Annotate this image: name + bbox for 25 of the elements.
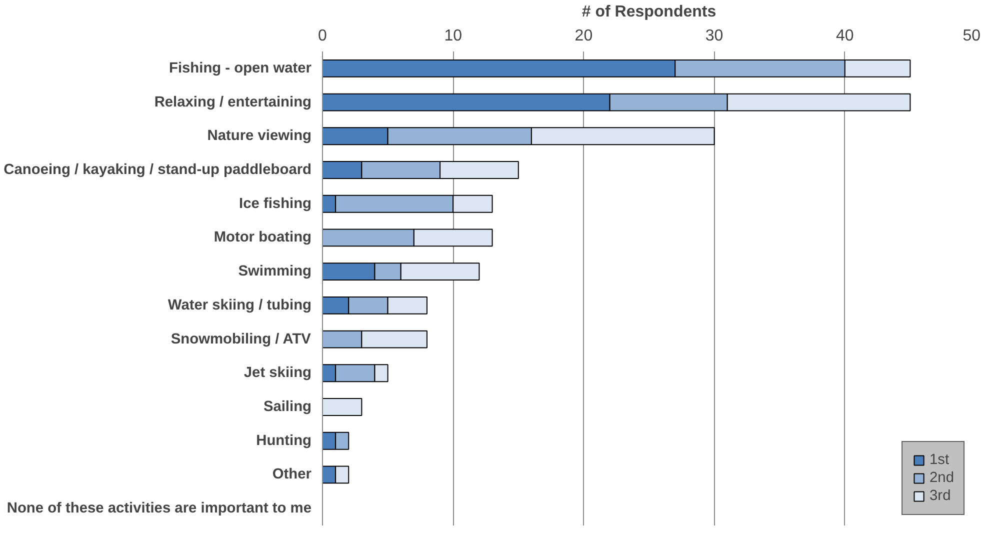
y-tick-label: Swimming (238, 264, 312, 280)
y-tick-label: None of these activities are important to me (6, 500, 312, 517)
x-tick-label: 40 (836, 28, 854, 44)
y-tick-label: Ice fishing (239, 196, 312, 212)
x-tick-label: 30 (705, 28, 724, 44)
y-tick-label: Fishing - open water (169, 60, 312, 76)
bar (322, 398, 362, 416)
y-tick-label: Snowmobiling / ATV (170, 331, 312, 348)
y-tick-label: Jet skiing (244, 365, 312, 382)
x-tick-label: 20 (574, 28, 593, 44)
y-tick-label: Hunting (256, 432, 312, 449)
legend-label: 2nd (930, 470, 954, 486)
y-tick-label: Other (272, 466, 312, 483)
x-axis-title: # of Respondents (582, 4, 716, 20)
y-tick-label: Motor boating (214, 230, 312, 246)
y-tick-label: Water skiing / tubing (168, 297, 312, 314)
legend-label: 1st (930, 452, 950, 468)
x-tick-label: 10 (444, 28, 462, 44)
legend-label: 3rd (930, 488, 951, 504)
y-tick-label: Sailing (263, 399, 312, 415)
y-tick-label: Relaxing / entertaining (154, 94, 312, 110)
y-tick-label: Nature viewing (207, 128, 312, 144)
x-tick-label: 50 (962, 28, 981, 44)
y-tick-label: Canoeing / kayaking / stand-up paddleboard (4, 162, 312, 178)
x-tick-label: 0 (318, 28, 328, 44)
